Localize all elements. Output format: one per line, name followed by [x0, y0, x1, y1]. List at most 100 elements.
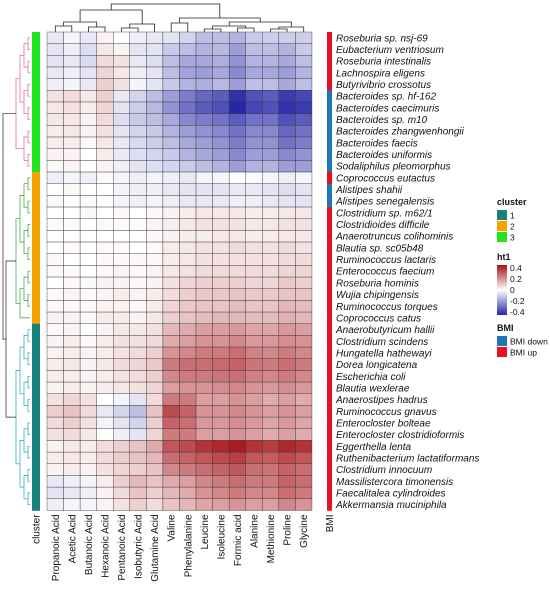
heatmap-cell — [262, 393, 280, 406]
heatmap-cell — [295, 136, 313, 149]
heatmap-cell — [96, 346, 114, 359]
cluster-cell — [32, 43, 40, 56]
heatmap-cell — [113, 288, 130, 301]
dendrogram-branch — [27, 200, 30, 214]
heatmap-cell — [278, 486, 296, 500]
heatmap-cell — [113, 370, 130, 383]
heatmap-cell — [96, 206, 114, 219]
heatmap-cell — [278, 346, 296, 359]
heatmap-cell — [195, 125, 213, 138]
heatmap-cell — [278, 160, 296, 173]
row-label: Clostridioides difficile — [336, 220, 430, 231]
heatmap-cell — [162, 230, 180, 243]
heatmap-cell — [63, 475, 81, 488]
heatmap-cell — [46, 276, 64, 289]
heatmap-cell — [63, 183, 81, 196]
heatmap-cell — [212, 31, 230, 44]
heatmap-cell — [278, 451, 296, 464]
heatmap-cell — [46, 346, 64, 359]
column-label: Leucine — [200, 514, 211, 549]
heatmap-cell — [63, 125, 81, 138]
heatmap-cell — [79, 230, 97, 243]
heatmap-cell — [245, 43, 263, 56]
heatmap-cell — [46, 335, 64, 348]
row-label: Dorea longicatena — [336, 360, 418, 371]
heatmap-cell — [113, 498, 130, 511]
heatmap-cell — [79, 253, 97, 266]
heatmap-cell — [113, 276, 130, 289]
heatmap-cell — [79, 451, 97, 464]
heatmap-cell — [228, 125, 246, 138]
heatmap-cell — [162, 171, 180, 184]
heatmap-cell — [113, 171, 130, 184]
heatmap-cell — [129, 475, 147, 488]
colorbar — [497, 265, 507, 315]
heatmap-cell — [113, 148, 130, 161]
heatmap-cells — [46, 31, 313, 511]
dendrogram-branch — [27, 270, 30, 284]
heatmap-cell — [278, 311, 296, 324]
heatmap-cell — [96, 43, 114, 56]
heatmap-cell — [245, 393, 263, 406]
heatmap-cell — [295, 498, 313, 511]
bmi-cell — [327, 358, 332, 371]
heatmap-cell — [262, 66, 280, 79]
row-label: Roseburia intestinalis — [336, 57, 431, 68]
cluster-cell — [32, 370, 40, 383]
heatmap-cell — [295, 113, 313, 126]
heatmap-cell — [195, 230, 213, 243]
bmi-cell — [327, 55, 332, 68]
heatmap-cell — [195, 206, 213, 219]
heatmap-cell — [195, 288, 213, 301]
heatmap-cell — [96, 265, 114, 278]
cluster-cell — [32, 195, 40, 208]
heatmap-cell — [212, 55, 230, 68]
heatmap-cell — [295, 183, 313, 196]
heatmap-cell — [79, 136, 97, 149]
dendrogram-branch — [19, 440, 24, 488]
heatmap-cell — [96, 498, 114, 511]
heatmap-cell — [278, 335, 296, 348]
heatmap-cell — [46, 405, 64, 418]
heatmap-cell — [295, 241, 313, 254]
heatmap-cell — [228, 136, 246, 149]
dendrogram-branch — [23, 136, 28, 161]
heatmap-cell — [79, 463, 97, 476]
heatmap-cell — [245, 136, 263, 149]
heatmap-cell — [96, 101, 114, 114]
heatmap-cell — [262, 463, 280, 476]
heatmap-cell — [195, 358, 213, 371]
column-label: Proline — [283, 514, 294, 546]
heatmap-cell — [129, 405, 147, 418]
heatmap-cell — [228, 230, 246, 243]
bmi-cell — [327, 137, 332, 149]
heatmap-cell — [146, 276, 164, 289]
cluster-cell — [32, 498, 40, 511]
heatmap-cell — [146, 288, 164, 301]
heatmap-cell — [46, 195, 64, 208]
heatmap-cell — [245, 416, 263, 429]
heatmap-cell — [46, 381, 64, 394]
cluster-cell — [32, 148, 40, 161]
heatmap-cell — [212, 230, 230, 243]
dendrogram-branch — [27, 60, 30, 74]
cluster-cell — [32, 417, 40, 430]
heatmap-cell — [129, 381, 147, 394]
heatmap-cell — [129, 78, 147, 91]
heatmap-cell — [113, 451, 130, 464]
heatmap-cell — [245, 358, 263, 371]
heatmap-cell — [212, 160, 230, 173]
heatmap-cell — [179, 288, 197, 301]
heatmap-cell — [212, 195, 230, 208]
cluster-cell — [32, 113, 40, 126]
heatmap-cell — [113, 416, 130, 429]
heatmap-cell — [129, 440, 147, 453]
row-label: Ruthenibacterium lactatiformans — [336, 453, 479, 464]
colorbar-tick: 0.4 — [510, 263, 522, 273]
row-label: Roseburia sp. nsj-69 — [336, 33, 428, 44]
row-label: Bacteroides sp. m10 — [336, 115, 428, 126]
heatmap-cell — [212, 405, 230, 418]
heatmap-cell — [79, 428, 97, 441]
heatmap-cell — [245, 498, 263, 511]
heatmap-cell — [96, 230, 114, 243]
